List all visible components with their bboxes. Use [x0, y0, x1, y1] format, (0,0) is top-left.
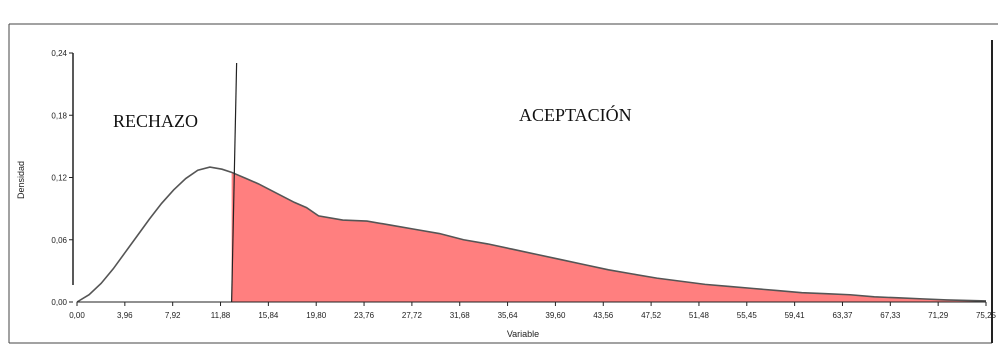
x-tick-label: 3,96 [117, 311, 133, 320]
x-tick-label: 55,45 [737, 311, 758, 320]
reject-region-label: RECHAZO [113, 111, 198, 131]
acceptance-area [231, 172, 986, 302]
x-tick-label: 7,92 [165, 311, 181, 320]
x-tick-label: 35,64 [498, 311, 519, 320]
x-tick-label: 15,84 [258, 311, 279, 320]
x-tick-label: 31,68 [450, 311, 471, 320]
x-tick-label: 27,72 [402, 311, 423, 320]
plot-layer [76, 62, 987, 303]
x-tick-label: 39,60 [545, 311, 566, 320]
y-tick-label: 0,24 [51, 49, 67, 58]
y-tick-label: 0,12 [51, 174, 67, 183]
y-axis-title: Densidad [16, 161, 26, 199]
y-tick-label: 0,00 [51, 298, 67, 307]
critical-value-line [231, 62, 238, 303]
x-tick-label: 47,52 [641, 311, 662, 320]
x-tick-label: 23,76 [354, 311, 375, 320]
y-tick-label: 0,18 [51, 111, 67, 120]
x-tick-label: 75,25 [976, 311, 997, 320]
density-curve [76, 166, 987, 303]
accept-region-label: ACEPTACIÓN [519, 104, 632, 125]
x-tick-label: 59,41 [785, 311, 806, 320]
x-tick-label: 0,00 [69, 311, 85, 320]
x-axis-title: Variable [507, 329, 539, 339]
x-tick-label: 71,29 [928, 311, 949, 320]
x-tick-label: 43,56 [593, 311, 614, 320]
x-tick-label: 51,48 [689, 311, 710, 320]
axis-layer: 0,00 0,06 0,12 0,18 0,24 0,00 3,96 7,92 11,88 15,… [51, 49, 996, 320]
x-tick-label: 11,88 [211, 311, 231, 320]
x-tick-label: 19,80 [306, 311, 327, 320]
x-tick-label: 63,37 [832, 311, 853, 320]
y-tick-label: 0,06 [51, 236, 67, 245]
x-tick-label: 67,33 [880, 311, 901, 320]
